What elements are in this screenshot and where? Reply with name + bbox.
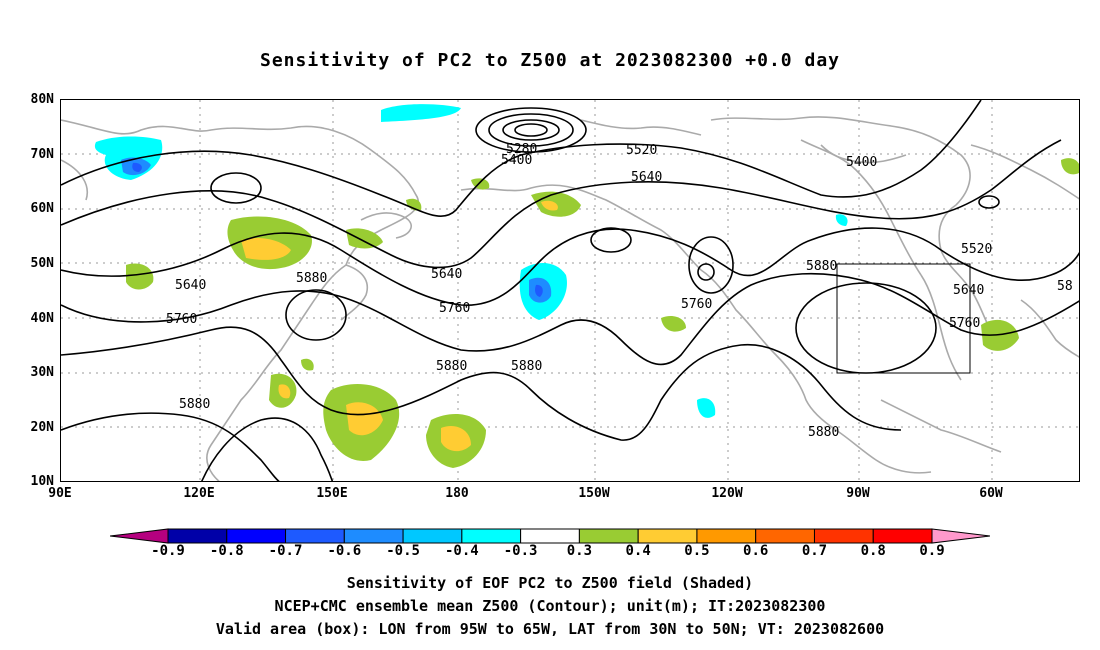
colorbar-label: -0.7 [268, 543, 303, 559]
contour-label-5760c: 5760 [681, 297, 712, 312]
caption-contour: NCEP+CMC ensemble mean Z500 (Contour); u… [274, 597, 826, 615]
contour-label-5640c: 5640 [431, 267, 462, 282]
contour-label-5280: 5280 [506, 142, 537, 157]
colorbar-cell [755, 528, 815, 544]
colorbar-cell [226, 528, 287, 544]
contour-label-5520a: 5520 [626, 143, 657, 158]
z500-contours [61, 100, 1079, 481]
colorbar-label: 0.3 [566, 543, 593, 559]
contour-label-5880a: 5880 [296, 271, 327, 286]
contour-labels: 5280 5400 5400 5520 5520 5640 5640 5640 … [166, 142, 1073, 440]
lon-label-120w: 120W [711, 486, 743, 501]
colorbar-cell [520, 528, 580, 544]
map-title: Sensitivity of PC2 to Z500 at 2023082300… [259, 50, 840, 71]
colorbar-cell-max [931, 528, 990, 544]
contour-label-5880e: 5880 [179, 397, 210, 412]
caption-shading: Sensitivity of EOF PC2 to Z500 field (Sh… [346, 574, 754, 592]
colorbar-label: 0.8 [860, 543, 886, 559]
colorbar-cell [813, 528, 874, 544]
lon-label-90w: 90W [846, 486, 870, 501]
lat-label-70n: 70N [30, 147, 54, 162]
colorbar-cell [343, 528, 404, 544]
lat-label-10n: 10N [30, 474, 54, 489]
colorbar-label: 0.5 [684, 543, 710, 559]
contour-label-5400b: 5400 [846, 155, 877, 170]
sensitivity-shading [94, 104, 1079, 468]
colorbar-label: -0.9 [151, 543, 185, 559]
colorbar-label: -0.8 [209, 543, 244, 559]
lat-label-20n: 20N [30, 420, 54, 435]
contour-label-5880d: 5880 [806, 259, 837, 274]
colorbar-label: 0.4 [625, 543, 651, 559]
graticule [61, 100, 1079, 481]
colorbar-label: -0.3 [503, 543, 538, 559]
contour-label-5400a: 5400 [501, 153, 532, 168]
colorbar-label: -0.4 [444, 543, 479, 559]
lon-label-60w: 60W [979, 486, 1003, 501]
colorbar-cell [637, 528, 698, 544]
lat-label-60n: 60N [30, 201, 54, 216]
lat-label-40n: 40N [30, 311, 54, 326]
lon-label-150e: 150E [316, 486, 348, 501]
contour-label-5640d: 5640 [953, 283, 984, 298]
lon-label-150w: 150W [578, 486, 610, 501]
contour-label-5760d: 5760 [949, 316, 980, 331]
contour-label-5880f: 5880 [808, 425, 839, 440]
contour-label-58: 58 [1057, 279, 1073, 294]
colorbar-cell [578, 528, 639, 544]
colorbar-cell [285, 528, 345, 544]
colorbar-cell [402, 528, 463, 544]
contour-label-5640b: 5640 [175, 278, 206, 293]
colorbar-label: 0.7 [801, 543, 828, 559]
contour-label-5760a: 5760 [166, 312, 197, 327]
contour-label-5880b: 5880 [436, 359, 467, 374]
colorbar-cell [461, 528, 522, 544]
colorbar-label: 0.9 [919, 543, 945, 559]
contour-label-5880c: 5880 [511, 359, 542, 374]
valid-area-box [836, 263, 971, 374]
contour-label-5760b: 5760 [439, 301, 470, 316]
colorbar-cell [696, 528, 757, 544]
colorbar-label: 0.6 [743, 543, 769, 559]
contour-label-5520b: 5520 [961, 242, 992, 257]
map-canvas: 5280 5400 5400 5520 5520 5640 5640 5640 … [61, 100, 1079, 481]
lon-label-90e: 90E [48, 486, 72, 501]
contour-label-5640a: 5640 [631, 170, 662, 185]
lon-label-180: 180 [445, 486, 469, 501]
colorbar-label: -0.5 [386, 543, 420, 559]
colorbar-label: -0.6 [327, 543, 362, 559]
colorbar-cell [167, 528, 228, 544]
lon-label-120e: 120E [183, 486, 215, 501]
lat-label-80n: 80N [30, 92, 54, 107]
coastlines [61, 116, 1079, 481]
caption-valid-area: Valid area (box): LON from 95W to 65W, L… [215, 620, 885, 638]
colorbar [110, 528, 990, 544]
lat-label-50n: 50N [30, 256, 54, 271]
lat-label-30n: 30N [30, 365, 54, 380]
colorbar-cell-min [110, 528, 169, 544]
map-panel: 5280 5400 5400 5520 5520 5640 5640 5640 … [60, 99, 1080, 482]
colorbar-cell [872, 528, 933, 544]
